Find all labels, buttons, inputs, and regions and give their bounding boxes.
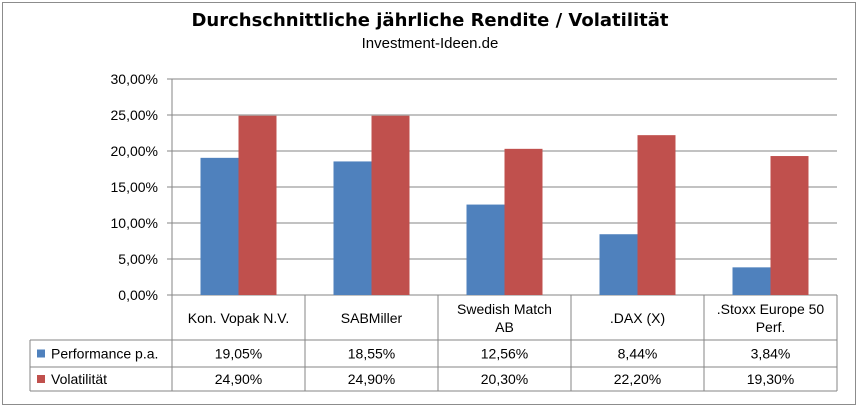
legend-key — [37, 349, 45, 358]
data-label: 20,30% — [481, 371, 528, 387]
chart-subtitle: Investment-Ideen.de — [361, 35, 499, 52]
bar-volatilitaet — [371, 115, 410, 295]
data-label: 19,30% — [747, 371, 794, 387]
y-tick-label: 15,00% — [111, 179, 158, 195]
bar-volatilitaet — [770, 156, 809, 295]
category-label: .DAX (X) — [610, 310, 665, 326]
y-tick-label: 30,00% — [111, 71, 158, 87]
category-label: AB — [495, 319, 514, 335]
category-label: Swedish Match — [457, 301, 552, 317]
bar-performance — [466, 204, 505, 295]
series-name: Volatilität — [51, 371, 107, 387]
data-label: 22,20% — [614, 371, 661, 387]
data-label: 12,56% — [481, 346, 528, 362]
y-tick-label: 20,00% — [111, 143, 158, 159]
data-label: 8,44% — [618, 346, 658, 362]
data-label: 24,90% — [348, 371, 395, 387]
bar-performance — [333, 161, 372, 295]
bar-performance — [200, 157, 239, 295]
bar-volatilitaet — [504, 148, 543, 295]
y-tick-label: 0,00% — [118, 287, 158, 303]
data-label: 24,90% — [215, 371, 262, 387]
category-label: .Stoxx Europe 50 — [717, 301, 825, 317]
y-tick-label: 5,00% — [118, 251, 158, 267]
data-label: 18,55% — [348, 346, 395, 362]
data-label: 3,84% — [751, 346, 791, 362]
category-label: Kon. Vopak N.V. — [188, 310, 289, 326]
chart-frame — [2, 2, 856, 405]
category-label: SABMiller — [341, 310, 403, 326]
y-tick-label: 10,00% — [111, 215, 158, 231]
legend-key — [37, 375, 45, 383]
data-label: 19,05% — [215, 346, 262, 362]
bar-volatilitaet — [637, 135, 676, 295]
y-tick-label: 25,00% — [111, 107, 158, 123]
bar-performance — [732, 267, 771, 295]
bar-volatilitaet — [238, 115, 277, 295]
category-label: Perf. — [756, 319, 786, 335]
chart-title: Durchschnittliche jährliche Rendite / Vo… — [191, 10, 669, 31]
bar-performance — [599, 234, 638, 295]
series-name: Performance p.a. — [51, 346, 158, 362]
